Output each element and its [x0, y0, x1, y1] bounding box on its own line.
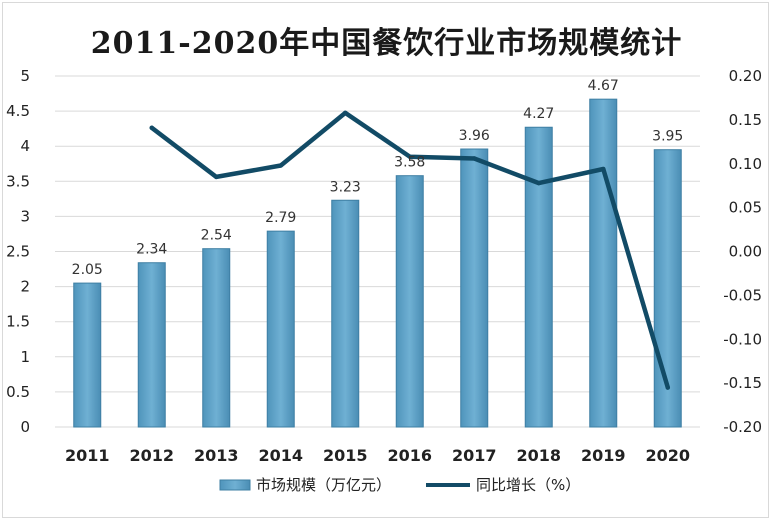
right-y-tick-label: 0.00 [729, 243, 762, 261]
right-y-tick-label: -0.10 [723, 330, 762, 348]
legend-bar-swatch [219, 479, 251, 491]
x-tick-label: 2017 [452, 446, 497, 465]
left-y-tick-label: 0 [20, 418, 30, 436]
bar-series [73, 98, 682, 428]
x-tick-label: 2018 [516, 446, 561, 465]
bar [266, 230, 295, 428]
right-y-tick-label: -0.05 [723, 286, 762, 304]
bar-data-label: 3.58 [394, 155, 425, 171]
bar-data-label: 4.67 [588, 78, 619, 94]
bar-data-label: 2.79 [265, 210, 296, 226]
right-y-axis: -0.20 -0.15 -0.10 -0.05 0.00 0.05 0.10 0.15 0.20 [723, 67, 762, 436]
right-y-tick-label: 0.20 [729, 67, 762, 85]
growth-point [214, 174, 219, 180]
bar [460, 148, 489, 428]
left-y-tick-label: 3 [20, 207, 30, 225]
growth-point [278, 163, 283, 168]
x-tick-label: 2016 [387, 446, 432, 465]
bar-data-label: 2.54 [201, 228, 232, 244]
bar [331, 199, 360, 428]
x-tick-label: 2020 [645, 446, 690, 465]
chart-title: 2011-2020年中国餐饮行业市场规模统计 [90, 26, 683, 61]
x-tick-label: 2012 [129, 446, 174, 465]
growth-point [665, 385, 670, 390]
legend-bar-label: 市场规模（万亿元） [256, 476, 391, 494]
growth-point [601, 166, 606, 172]
legend: 市场规模（万亿元） 同比增长（%） [219, 476, 580, 494]
left-y-tick-label: 1.5 [6, 313, 30, 331]
left-y-axis: 0 0.5 1 1.5 2 2.5 3 3.5 4 4.5 5 [6, 67, 30, 436]
x-tick-label: 2019 [581, 446, 626, 465]
right-y-tick-label: 0.05 [729, 199, 762, 217]
bar [524, 126, 553, 428]
right-y-tick-label: -0.20 [723, 418, 762, 436]
growth-point [149, 125, 154, 130]
left-y-tick-label: 5 [20, 67, 30, 85]
right-y-tick-label: -0.15 [723, 374, 762, 392]
left-y-tick-label: 3.5 [6, 172, 30, 190]
growth-line-series [149, 110, 671, 390]
bar-data-label: 3.96 [459, 128, 490, 144]
right-y-tick-label: 0.10 [729, 155, 762, 173]
bar-data-label: 4.27 [523, 106, 554, 122]
growth-point [472, 156, 477, 161]
bar-data-label: 2.05 [72, 262, 103, 278]
growth-point [343, 110, 348, 116]
left-y-tick-label: 2 [20, 278, 30, 296]
bar [202, 248, 231, 428]
right-y-tick-label: 0.15 [729, 111, 762, 129]
left-y-tick-label: 4.5 [6, 102, 30, 120]
x-tick-label: 2013 [194, 446, 239, 465]
x-axis: 2011 2012 2013 2014 2015 2016 2017 2018 2019 2020 [65, 446, 690, 465]
bar-data-label: 3.95 [652, 129, 683, 145]
left-y-tick-label: 4 [20, 137, 30, 155]
bar [589, 98, 618, 428]
left-y-tick-label: 0.5 [6, 383, 30, 401]
growth-point [536, 180, 541, 186]
bar-data-label: 2.34 [136, 242, 167, 258]
data-labels: 2.05 2.34 2.54 2.79 3.23 3.58 3.96 4.27 4.67 3.95 [72, 78, 684, 278]
bar-data-label: 3.23 [330, 179, 361, 195]
bar [395, 175, 424, 428]
legend-line-label: 同比增长（%） [476, 476, 580, 494]
left-y-tick-label: 2.5 [6, 243, 30, 261]
growth-point [407, 154, 412, 159]
bar [137, 262, 166, 428]
x-tick-label: 2014 [258, 446, 303, 465]
x-tick-label: 2011 [65, 446, 110, 465]
left-y-tick-label: 1 [20, 348, 30, 366]
bar [73, 282, 102, 428]
x-tick-label: 2015 [323, 446, 368, 465]
